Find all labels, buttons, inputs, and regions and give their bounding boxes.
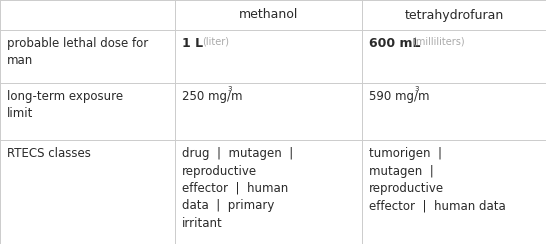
- Text: 590 mg/m: 590 mg/m: [369, 90, 430, 103]
- Text: drug  |  mutagen  |
reproductive
effector  |  human
data  |  primary
irritant: drug | mutagen | reproductive effector |…: [182, 147, 293, 230]
- Text: methanol: methanol: [239, 9, 298, 21]
- Text: probable lethal dose for
man: probable lethal dose for man: [7, 37, 149, 67]
- Text: 1 L: 1 L: [182, 37, 203, 50]
- Text: tetrahydrofuran: tetrahydrofuran: [405, 9, 503, 21]
- Text: long-term exposure
limit: long-term exposure limit: [7, 90, 123, 120]
- Text: 3: 3: [227, 86, 232, 92]
- Text: 250 mg/m: 250 mg/m: [182, 90, 242, 103]
- Text: RTECS classes: RTECS classes: [7, 147, 91, 160]
- Text: (liter): (liter): [202, 37, 229, 47]
- Text: 3: 3: [414, 86, 418, 92]
- Text: (milliliters): (milliliters): [412, 37, 465, 47]
- Text: tumorigen  |
mutagen  |
reproductive
effector  |  human data: tumorigen | mutagen | reproductive effec…: [369, 147, 506, 213]
- Text: 600 mL: 600 mL: [369, 37, 420, 50]
